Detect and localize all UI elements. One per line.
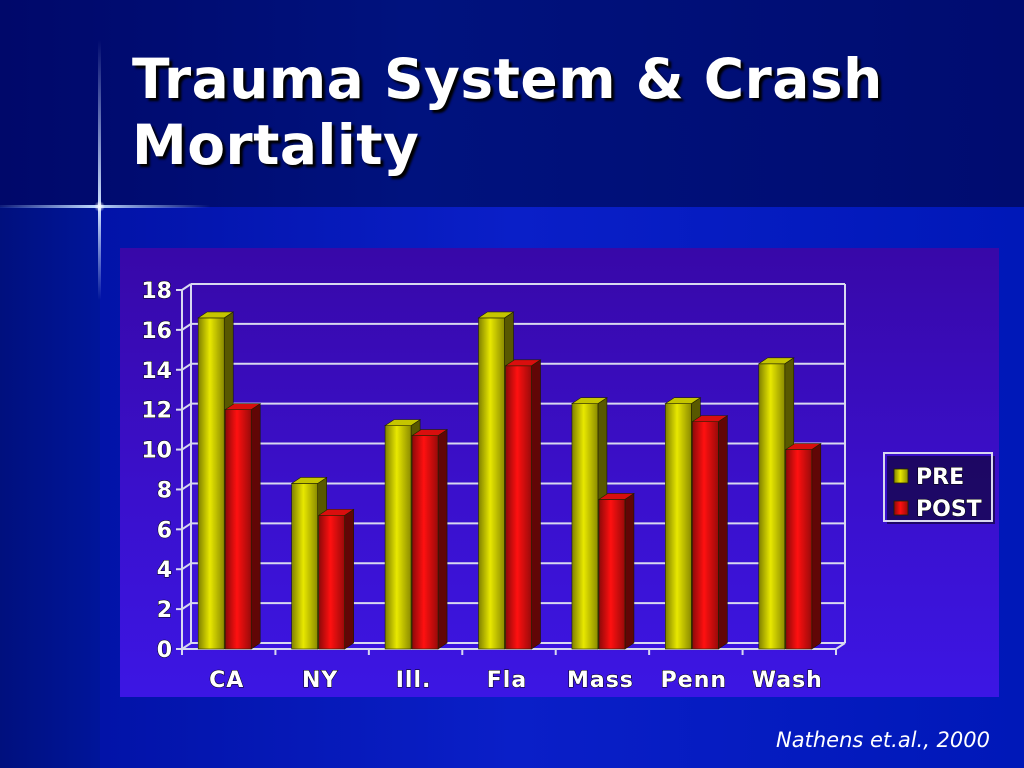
bar-top-post <box>317 509 355 516</box>
bar-post-wash <box>785 449 813 650</box>
bar-side-post <box>718 415 728 650</box>
x-tick-label: NY <box>302 668 338 693</box>
x-tick-labels: CA NY Ill. Fla Mass Penn Wash <box>209 668 823 694</box>
legend-swatch-pre <box>893 468 909 484</box>
y-tick-label: 4 <box>157 558 172 583</box>
bar-side-post <box>437 429 448 650</box>
legend-label-pre: PRE <box>916 465 964 490</box>
bar-top-pre <box>664 397 702 404</box>
x-tick-label: Penn <box>661 668 727 693</box>
bar-top-post <box>504 359 542 367</box>
y-tick-label: 10 <box>141 439 172 464</box>
bar-post-ny <box>318 515 345 650</box>
y-tick-label: 18 <box>141 279 172 304</box>
bar-side-post <box>250 403 261 650</box>
gridline-depth <box>181 283 192 291</box>
y-tick-label: 8 <box>157 478 172 503</box>
y-tick-label: 16 <box>141 319 172 344</box>
gridline-depth <box>181 522 192 531</box>
citation: Nathens et.al., 2000 <box>776 728 990 752</box>
bar-pre-penn <box>665 403 692 650</box>
star-flare-icon <box>94 201 105 212</box>
legend-swatch-post <box>893 500 909 516</box>
bar-pre-wash <box>758 363 786 650</box>
bar-top-pre <box>197 311 235 319</box>
y-tick-label: 2 <box>157 598 172 623</box>
bar-side-post <box>624 492 635 650</box>
x-tick-label: Ill. <box>396 668 432 693</box>
slide-header-background <box>0 0 1024 207</box>
bar-chart: 0 2 4 6 8 10 12 14 16 18 CA NY Ill. Fla Mass Penn Wash PR… <box>141 279 995 694</box>
bar-pre-mass <box>571 403 599 650</box>
bar-top-pre <box>757 357 795 365</box>
x-tick-label: Mass <box>567 668 634 693</box>
gridline-depth <box>181 362 192 371</box>
floor-right-edge <box>835 642 846 650</box>
bar-pre-ill <box>384 425 412 650</box>
legend: PRE POST <box>883 452 995 524</box>
y-tick-label: 12 <box>141 399 172 424</box>
x-tick-label: Wash <box>752 668 823 693</box>
bar-top-pre <box>570 397 608 404</box>
gridline-depth <box>181 562 192 571</box>
bar-top-post <box>691 415 729 422</box>
gridline-depth <box>181 402 192 411</box>
bar-post-penn <box>692 421 719 650</box>
legend-box <box>883 452 993 522</box>
bar-pre-fla <box>478 317 505 650</box>
gridline-depth <box>181 602 192 610</box>
gridline-depth <box>181 323 192 331</box>
y-tick-label: 0 <box>157 638 172 663</box>
y-tick-label: 14 <box>141 359 172 384</box>
slide-left-band <box>0 207 100 768</box>
chart-panel: 0 2 4 6 8 10 12 14 16 18 CA NY Ill. Fla Mass Penn Wash PR… <box>120 248 999 697</box>
bar-side-post <box>531 359 541 650</box>
bar-pre-ny <box>291 483 318 650</box>
bar-top-post <box>224 403 262 410</box>
bar-side-post <box>344 508 354 650</box>
star-flare-horizontal <box>0 205 210 208</box>
bar-top-pre <box>477 311 515 319</box>
bar-top-post <box>597 493 635 500</box>
bar-pre-ca <box>197 317 225 650</box>
bar-top-pre <box>290 477 328 484</box>
y-tick-label: 6 <box>157 518 172 543</box>
x-tick-label: Fla <box>487 668 527 693</box>
legend-label-post: POST <box>916 497 982 522</box>
y-tick-labels: 0 2 4 6 8 10 12 14 16 18 <box>141 279 173 664</box>
gridline-depth <box>181 442 192 451</box>
x-tick-label: CA <box>209 668 244 693</box>
bar-post-ill <box>411 435 439 650</box>
bar-post-ca <box>224 409 252 650</box>
bar-top-post <box>784 443 822 450</box>
gridline-depth <box>181 482 192 491</box>
bar-side-post <box>811 442 822 650</box>
star-flare-vertical <box>98 40 101 300</box>
bars <box>181 311 837 655</box>
bar-post-fla <box>505 365 532 650</box>
slide-title: Trauma System & Crash Mortality <box>132 47 883 177</box>
bar-top-pre <box>384 419 422 426</box>
bar-post-mass <box>598 499 626 650</box>
bar-top-post <box>411 429 449 436</box>
